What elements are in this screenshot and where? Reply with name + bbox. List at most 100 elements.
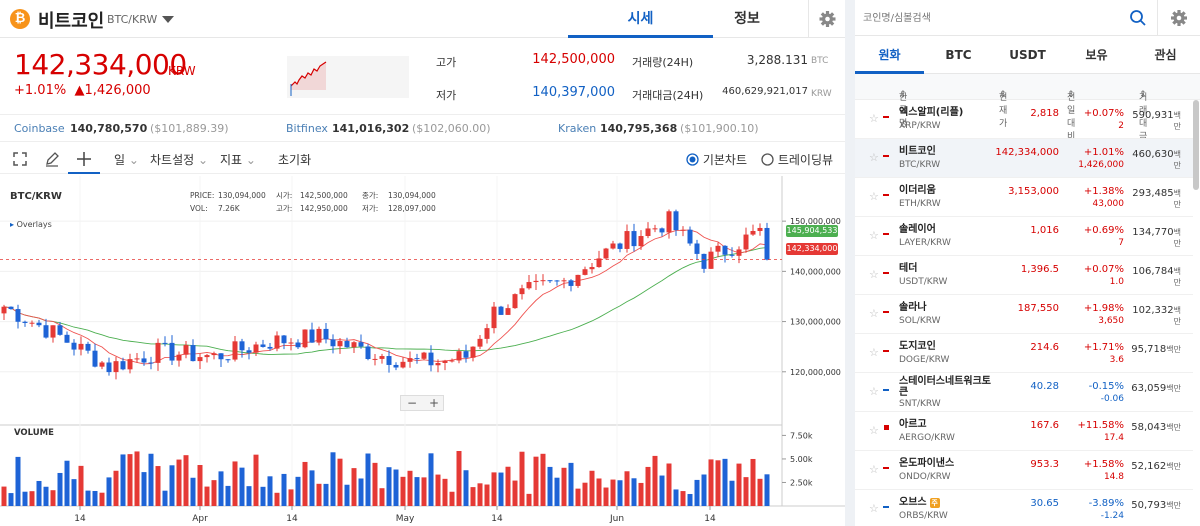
tab-krw[interactable]: 원화 [855,36,924,74]
coin-row[interactable]: ☆ 스테이터스네트워크토큰 SNT/KRW 40.28 -0.15% -0.06 63,05… [855,373,1193,412]
market-settings-button[interactable] [1157,0,1200,36]
volume-bar [407,470,413,506]
candle-body [610,243,616,249]
coin-row[interactable]: ☆ 테더 USDT/KRW 1,396.5 +0.07% 1.0 106,784백만 [855,256,1193,295]
reset-button[interactable]: 초기화 [278,153,312,167]
period-select[interactable]: 일 ⌄ [114,151,139,168]
coin-row[interactable]: ☆ 오브스 주 ORBS/KRW 30.65 -3.89% -1.24 50,793백만 [855,490,1193,526]
volume-label: 거래량(24H) [632,56,694,69]
x-tick-label: Apr [192,514,208,524]
candle-body [463,351,469,358]
exchange-name[interactable]: Coinbase [14,122,65,135]
crosshair-button[interactable] [68,144,100,174]
coin-row[interactable]: ☆ 아르고 AERGO/KRW 167.6 +11.58% 17.4 58,043백만 [855,412,1193,451]
volume-bar [15,456,21,506]
coin-row[interactable]: ☆ 솔레이어 LAYER/KRW 1,016 +0.69% 7 134,770백만 [855,217,1193,256]
volume-bar [64,460,70,506]
candle-body [99,362,105,367]
candle-body [729,254,735,256]
chart-settings-button[interactable]: 차트설정 ⌄ [150,151,208,168]
coin-price: 1,016 [1030,225,1059,236]
search-icon[interactable] [1129,9,1147,27]
candle-body [141,358,147,363]
coin-name: 도지코인 [899,341,997,352]
volume-bar [554,477,560,506]
candle-body [470,346,476,358]
star-icon[interactable]: ☆ [869,268,879,281]
chevron-down-icon: ⌄ [128,153,139,167]
fullscreen-icon[interactable] [12,151,28,167]
volume-bar [729,480,735,506]
coin-price: 214.6 [1030,342,1059,353]
star-icon[interactable]: ☆ [869,190,879,203]
coin-row[interactable]: ☆ 도지코인 DOGE/KRW 214.6 +1.71% 3.6 95,718백만 [855,334,1193,373]
candle-body [456,351,462,361]
volume-bar [211,480,217,506]
coin-row[interactable]: ☆ 솔라나 SOL/KRW 187,550 +1.98% 3,650 102,332백만 [855,295,1193,334]
volume-bar [666,463,672,506]
candle-body [246,350,252,353]
star-icon[interactable]: ☆ [869,307,879,320]
tab-btc[interactable]: BTC [945,48,972,62]
star-icon[interactable]: ☆ [869,151,879,164]
coin-header: ₿ 비트코인 BTC/KRW 시세 정보 [0,0,845,38]
star-icon[interactable]: ☆ [869,502,879,515]
volume-bar [687,493,693,506]
candle-body [680,229,686,231]
volume-bar [176,459,182,506]
volume-bar [288,489,294,506]
tab-info[interactable]: 정보 [734,11,760,27]
coin-row[interactable]: ☆ 비트코인 BTC/KRW 142,334,000 +1.01% 1,426,000 46… [855,139,1193,178]
volume-bar [316,483,322,506]
coin-dropdown-icon[interactable] [162,16,174,23]
overlays-toggle[interactable]: ▸ Overlays [10,220,52,229]
coin-row[interactable]: ☆ 엑스알피(리플) XRP/KRW 2,818 +0.07% 2 590,931백만 [855,100,1193,139]
tab-usdt[interactable]: USDT [1009,48,1046,62]
tradingview-radio[interactable]: 트레이딩뷰 [761,151,833,168]
basic-chart-radio[interactable]: 기본차트 [686,151,747,168]
star-icon[interactable]: ☆ [869,229,879,242]
star-icon[interactable]: ☆ [869,424,879,437]
coin-name-text: 솔레이어 [899,224,936,235]
indicators-button[interactable]: 지표 ⌄ [220,151,256,168]
settings-button[interactable] [808,0,845,38]
volume-bar [568,462,574,506]
star-icon[interactable]: ☆ [869,385,879,398]
list-scrollbar[interactable] [1193,100,1199,190]
zoom-in-button[interactable]: + [429,396,440,410]
coin-volume-value: 95,718 [1131,344,1167,355]
coin-volume: 63,059백만 [1125,383,1181,394]
coin-change-abs: 7 [1118,238,1124,248]
volume-bar [463,470,469,506]
exchange-name[interactable]: Kraken [558,122,597,135]
coin-row[interactable]: ☆ 이더리움 ETH/KRW 3,153,000 +1.38% 43,000 293,485… [855,178,1193,217]
draw-pencil-icon[interactable] [44,151,60,167]
star-icon[interactable]: ☆ [869,346,879,359]
search-input[interactable] [863,8,1123,28]
candle-body [519,288,525,295]
candle-body [204,355,210,358]
price-chart[interactable]: 150,000,000 140,000,000 130,000,000 120,000… [0,176,845,526]
coin-row[interactable]: ☆ 온도파이낸스 ONDO/KRW 953.3 +1.58% 14.8 52,162백만 [855,451,1193,490]
tab-quote[interactable]: 시세 [568,0,713,38]
candle-body [505,308,511,315]
coin-change-pct: +0.07% [1083,108,1124,119]
tab-favorites[interactable]: 관심 [1154,48,1177,62]
star-icon[interactable]: ☆ [869,463,879,476]
x-tick-label: 14 [286,514,298,524]
candle-body [421,352,427,359]
tab-holdings[interactable]: 보유 [1085,48,1108,62]
volume-bar [596,478,602,506]
candle-body [484,328,490,339]
volume-bar [260,486,266,506]
change-rate: +1.01% [14,83,67,98]
exchange-name[interactable]: Bitfinex [286,122,328,135]
coin-volume: 58,043백만 [1125,422,1181,433]
price-legend-value: 130,094,000 [218,191,266,200]
coin-volume-value: 293,485 [1132,188,1174,199]
volume-bar [43,486,49,506]
zoom-out-button[interactable]: − [407,396,418,410]
star-icon[interactable]: ☆ [869,112,879,125]
coin-symbol: XRP/KRW [899,121,941,131]
vol-tick-label: 7.50k [790,431,813,440]
